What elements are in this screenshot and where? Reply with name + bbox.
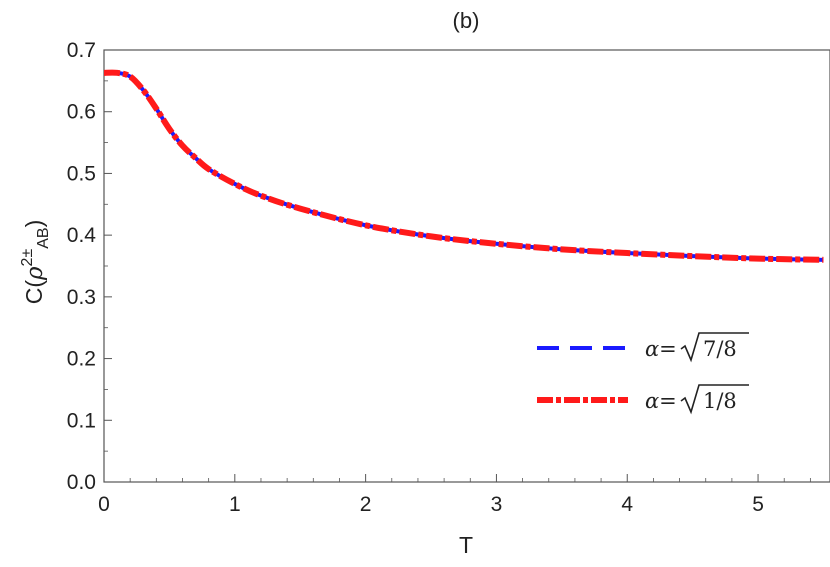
y-axis-label-c: C( (21, 280, 47, 305)
chart-title: (b) (453, 8, 480, 33)
y-axis-label-sub: AB (35, 227, 52, 248)
y-tick-label: 0.3 (67, 286, 96, 309)
legend-prefix: α= (645, 337, 677, 361)
x-axis-label: T (459, 532, 473, 558)
y-axis-label-sup: 2± (19, 249, 36, 267)
y-axis-label: C(ρ2±AB) (19, 220, 52, 305)
series-line-alpha-7-8 (104, 70, 824, 262)
plot-frame (103, 49, 830, 483)
sqrt-radical-icon (680, 384, 749, 415)
y-axis-label-close: ) (21, 220, 47, 228)
y-tick-label: 0.4 (67, 224, 97, 247)
x-axis-ticks: 0 1 2 3 4 5 (98, 474, 811, 516)
series-layer (104, 69, 824, 263)
legend-radicand: 1/8 (703, 389, 737, 413)
x-tick-label: 4 (621, 493, 633, 516)
y-tick-label: 0.2 (67, 348, 96, 371)
x-tick-label: 1 (229, 493, 241, 516)
y-tick-label: 0.0 (67, 471, 96, 494)
x-tick-label: 3 (491, 493, 503, 516)
legend: α= 7/8 α= 1/8 (537, 332, 749, 415)
sqrt-radical-icon (680, 332, 749, 363)
x-tick-label: 5 (752, 493, 764, 516)
y-axis-ticks: 0.0 0.1 0.2 0.3 0.4 0.5 0.6 0.7 (67, 39, 112, 494)
legend-entry-alpha-7-8: α= 7/8 (537, 332, 749, 363)
legend-prefix: α= (645, 389, 677, 413)
x-tick-label: 0 (98, 493, 110, 516)
y-axis-label-rho: ρ (22, 266, 48, 281)
svg-text:C(ρ2±AB): C(ρ2±AB) (19, 220, 52, 305)
y-tick-label: 0.1 (67, 409, 96, 432)
legend-radicand: 7/8 (703, 337, 737, 361)
legend-entry-alpha-1-8: α= 1/8 (537, 384, 749, 415)
y-tick-label: 0.5 (67, 162, 96, 185)
x-tick-label: 2 (360, 493, 372, 516)
y-tick-label: 0.7 (67, 39, 96, 62)
series-line-alpha-1-8 (104, 69, 824, 263)
y-tick-label: 0.6 (67, 101, 96, 124)
